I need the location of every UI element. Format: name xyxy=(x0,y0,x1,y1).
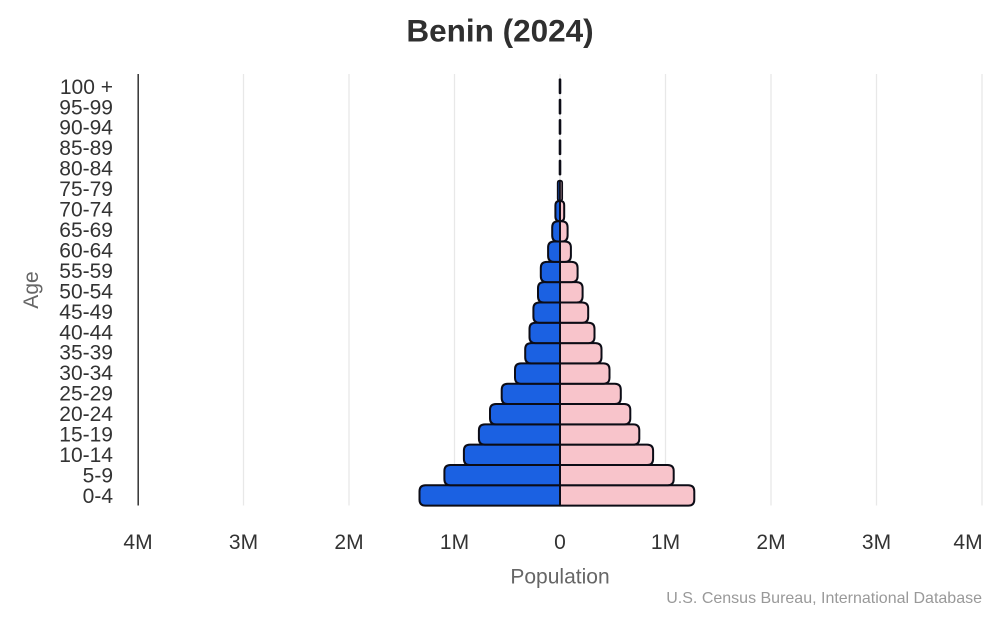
svg-text:5-9: 5-9 xyxy=(83,464,113,487)
svg-text:40-44: 40-44 xyxy=(59,321,113,344)
svg-text:1M: 1M xyxy=(440,531,469,554)
svg-text:2M: 2M xyxy=(756,531,785,554)
svg-text:Benin (2024): Benin (2024) xyxy=(406,13,593,49)
svg-text:45-49: 45-49 xyxy=(59,301,113,324)
svg-text:60-64: 60-64 xyxy=(59,239,113,262)
svg-text:Age: Age xyxy=(20,271,43,308)
svg-text:95-99: 95-99 xyxy=(59,96,113,119)
svg-text:1M: 1M xyxy=(651,531,680,554)
svg-text:65-69: 65-69 xyxy=(59,219,113,242)
svg-text:Population: Population xyxy=(510,566,609,589)
svg-text:0: 0 xyxy=(554,531,566,554)
svg-text:50-54: 50-54 xyxy=(59,280,113,303)
svg-text:85-89: 85-89 xyxy=(59,137,113,160)
svg-text:20-24: 20-24 xyxy=(59,403,113,426)
svg-text:0-4: 0-4 xyxy=(83,485,114,508)
svg-text:3M: 3M xyxy=(229,531,258,554)
svg-text:2M: 2M xyxy=(334,531,363,554)
svg-text:80-84: 80-84 xyxy=(59,158,113,181)
svg-text:35-39: 35-39 xyxy=(59,342,113,365)
svg-text:15-19: 15-19 xyxy=(59,424,113,447)
svg-text:10-14: 10-14 xyxy=(59,444,113,467)
svg-text:70-74: 70-74 xyxy=(59,199,113,222)
svg-text:3M: 3M xyxy=(862,531,891,554)
svg-text:55-59: 55-59 xyxy=(59,260,113,283)
svg-text:U.S. Census Bureau, Internatio: U.S. Census Bureau, International Databa… xyxy=(666,590,982,607)
svg-text:4M: 4M xyxy=(953,531,982,554)
svg-text:75-79: 75-79 xyxy=(59,178,113,201)
svg-text:4M: 4M xyxy=(123,531,152,554)
svg-text:30-34: 30-34 xyxy=(59,362,113,385)
svg-text:25-29: 25-29 xyxy=(59,383,113,406)
svg-text:100 +: 100 + xyxy=(60,76,113,99)
svg-text:90-94: 90-94 xyxy=(59,117,113,140)
